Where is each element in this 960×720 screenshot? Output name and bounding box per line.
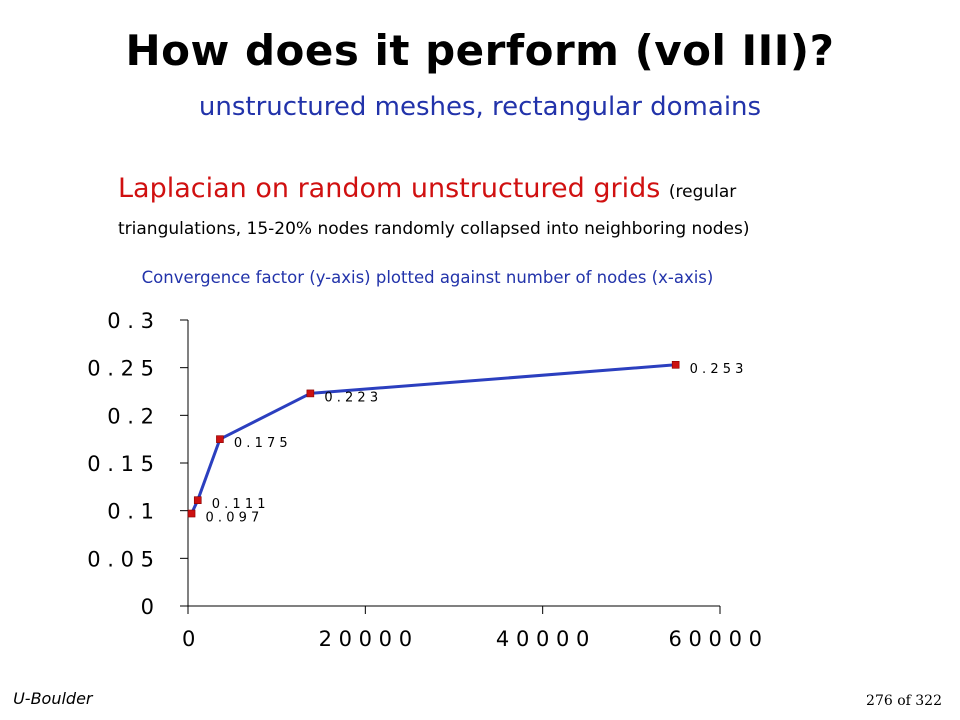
y-tick-label: 0 . 2 5 [87, 357, 154, 381]
x-tick-label: 4 0 0 0 0 [496, 627, 590, 651]
y-axis: 0 0 . 0 5 0 . 1 0 . 1 5 0 . 2 0 . 2 5 0 . 3 [87, 309, 189, 619]
section-heading: Laplacian on random unstructured grids (… [118, 173, 736, 204]
x-tick-label: 0 [182, 627, 195, 651]
data-label: 0 . 1 7 5 [234, 436, 288, 451]
data-point-marker [187, 509, 196, 518]
x-tick-label: 2 0 0 0 0 [319, 627, 413, 651]
footer-affiliation: U-Boulder [8, 689, 93, 708]
data-label: 0 . 0 9 7 [206, 511, 260, 526]
data-point-marker [671, 361, 680, 369]
data-point-marker [193, 496, 202, 504]
convergence-chart: 0 0 . 0 5 0 . 1 0 . 1 5 0 . 2 0 . 2 5 0 . 3 0 2… [87, 309, 762, 651]
x-tick-label: 6 0 0 0 0 [668, 627, 762, 651]
data-point-marker [216, 435, 224, 443]
x-axis: 0 2 0 0 0 0 4 0 0 0 0 6 0 0 0 0 [182, 605, 762, 651]
section-heading-note-line2: triangulations, 15-20% nodes randomly co… [118, 219, 750, 239]
data-label: 0 . 2 2 3 [324, 390, 378, 405]
section-heading-note: (regular [668, 182, 737, 202]
data-label: 0 . 1 1 1 [212, 497, 266, 512]
section-heading-text: Laplacian on random unstructured grids [118, 173, 661, 204]
y-tick-label: 0 . 1 [107, 500, 154, 524]
data-point-marker [306, 389, 315, 398]
data-series: 0 . 0 9 70 . 1 1 1 0 . 1 7 5 0 . 2 2 3 0 . … [187, 361, 744, 526]
y-tick-label: 0 [141, 595, 154, 619]
y-tick-label: 0 . 0 5 [87, 547, 154, 571]
y-tick-label: 0 . 3 [107, 309, 154, 333]
page-number: 276 of 322 [866, 693, 942, 709]
chart-caption: Convergence factor (y-axis) plotted agai… [141, 268, 714, 287]
y-tick-label: 0 . 2 [107, 404, 154, 428]
y-tick-label: 0 . 1 5 [87, 452, 154, 476]
slide-subtitle: unstructured meshes, rectangular domains [198, 92, 762, 122]
data-label: 0 . 2 5 3 [690, 362, 744, 377]
slide-title: How does it perform (vol III)? [125, 26, 835, 75]
